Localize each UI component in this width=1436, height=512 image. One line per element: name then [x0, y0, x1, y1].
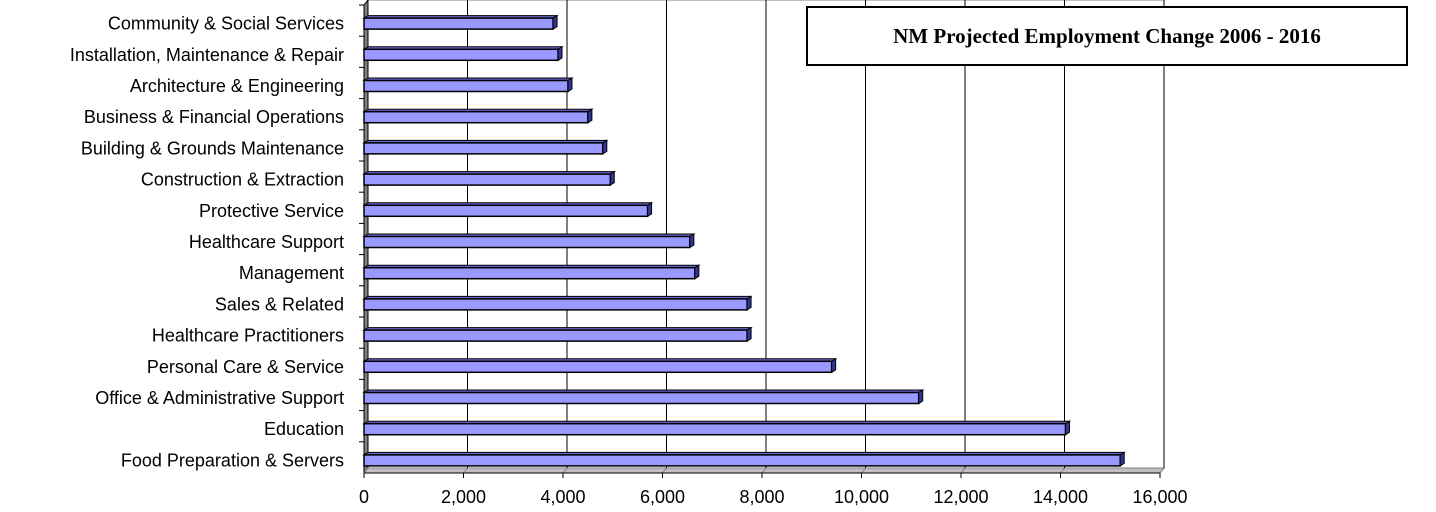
floor-gridline: [761, 467, 767, 474]
bar: [362, 45, 564, 62]
category-label: Community & Social Services: [108, 14, 344, 34]
x-tick-label: 12,000: [933, 487, 988, 507]
x-tick-label: 8,000: [739, 487, 784, 507]
x-tick-label: 0: [359, 487, 369, 507]
floor-gridline: [463, 467, 468, 474]
x-tick-label: 4,000: [540, 487, 585, 507]
category-label: Architecture & Engineering: [130, 76, 344, 96]
bar: [362, 77, 574, 93]
category-label: Healthcare Practitioners: [152, 326, 344, 346]
bar: [362, 233, 696, 249]
category-label: Protective Service: [199, 201, 344, 221]
bar: [362, 451, 1126, 467]
category-label: Personal Care & Service: [147, 357, 344, 377]
floor-gridline: [1060, 467, 1065, 474]
bar: [362, 326, 753, 343]
category-labels: Community & Social Services Installation,…: [70, 4, 364, 470]
x-tick-label: 10,000: [834, 487, 889, 507]
floor-gridline: [1159, 467, 1165, 474]
category-label: Healthcare Support: [189, 232, 344, 252]
bar: [362, 201, 654, 218]
bar: [362, 108, 594, 124]
category-label: Management: [239, 263, 344, 283]
x-tick-label: 2,000: [441, 487, 486, 507]
bar: [362, 14, 559, 31]
bar: [362, 295, 753, 311]
x-tick-label: 14,000: [1033, 487, 1088, 507]
bar: [362, 264, 701, 280]
floor-gridline: [662, 467, 667, 474]
floor-gridline: [960, 467, 966, 474]
bar: [362, 139, 609, 155]
category-label: Office & Administrative Support: [95, 388, 344, 408]
floor-gridline: [562, 467, 568, 474]
bar: [362, 170, 617, 187]
bar: [362, 357, 838, 374]
category-label: Education: [264, 419, 344, 439]
bar: [362, 389, 925, 405]
category-label: Construction & Extraction: [141, 170, 344, 190]
x-axis-ticks: 0 2,000 4,000 6,000 8,000 10,000 12,000 14,000 1…: [359, 472, 1188, 507]
chart-title: NM Projected Employment Change 2006 - 20…: [806, 6, 1408, 66]
x-tick-label: 6,000: [640, 487, 685, 507]
bar: [362, 420, 1072, 436]
category-label: Building & Grounds Maintenance: [81, 138, 344, 158]
bars: [362, 14, 1126, 467]
floor-gridline: [861, 467, 866, 474]
category-label: Sales & Related: [215, 294, 344, 314]
x-tick-label: 16,000: [1132, 487, 1187, 507]
category-label: Food Preparation & Servers: [121, 450, 344, 470]
category-label: Installation, Maintenance & Repair: [70, 45, 344, 65]
category-label: Business & Financial Operations: [84, 107, 344, 127]
